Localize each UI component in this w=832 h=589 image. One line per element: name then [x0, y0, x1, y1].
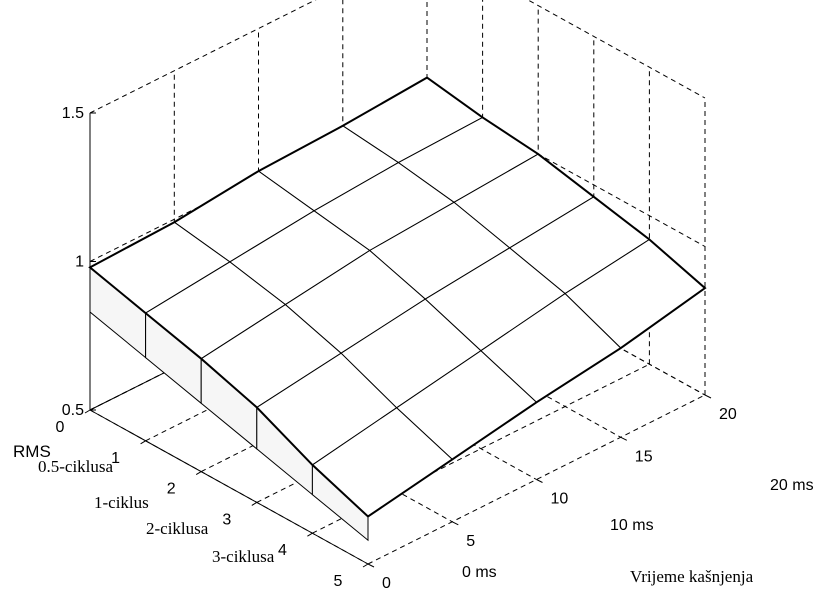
y-category-label: 20 ms [770, 477, 814, 494]
y-category-label: 0 ms [462, 564, 497, 581]
x-tick-label: 5 [334, 573, 343, 589]
y-tick-label: 5 [466, 533, 475, 550]
z-tick-label: 1 [75, 254, 84, 271]
floor-gridline [174, 367, 453, 523]
floor-gridline [342, 282, 622, 438]
y-tick [367, 563, 375, 568]
z-tick-label: 0.5 [62, 402, 84, 419]
y-tick-label: 15 [635, 448, 653, 465]
x-tick [195, 471, 202, 476]
y-tick-label: 0 [382, 575, 391, 589]
x-tick-label: 2 [167, 481, 176, 498]
x-tick [362, 563, 369, 568]
x-tick [307, 532, 313, 537]
floor-gridline [426, 240, 706, 396]
x-tick [251, 501, 258, 506]
x-tick-label: 0 [56, 419, 65, 436]
right-wall-gridline [527, 0, 706, 99]
x-tick-label: 4 [278, 542, 287, 559]
right-wall-gridline [426, 92, 706, 247]
z-tick-label: 1.5 [62, 105, 84, 122]
y-tick [452, 521, 459, 526]
x-category-label: 2-ciklusa [146, 519, 209, 538]
x-category-label: 3-ciklusa [212, 547, 275, 566]
x-tick-label: 3 [222, 511, 231, 528]
y-tick-label: 20 [719, 406, 737, 423]
x-axis-line [89, 409, 369, 565]
y-tick [704, 394, 712, 399]
y-category-label: 10 ms [610, 517, 654, 534]
x-category-label: RMS [13, 442, 51, 461]
x-category-label: 0.5-ciklusa [38, 457, 114, 476]
surface-outline [88, 76, 707, 518]
y-axis-title: Vrijeme kašnjenja [630, 567, 754, 586]
x-tick [84, 409, 91, 414]
y-tick [620, 436, 628, 441]
surface-mesh [88, 76, 707, 518]
x-tick [140, 440, 146, 445]
x-tick-label: 1 [111, 450, 120, 467]
y-tick [536, 479, 543, 483]
floor-gridline [258, 325, 537, 480]
x-category-label: 1-ciklus [94, 493, 149, 512]
y-tick-label: 10 [551, 491, 569, 508]
